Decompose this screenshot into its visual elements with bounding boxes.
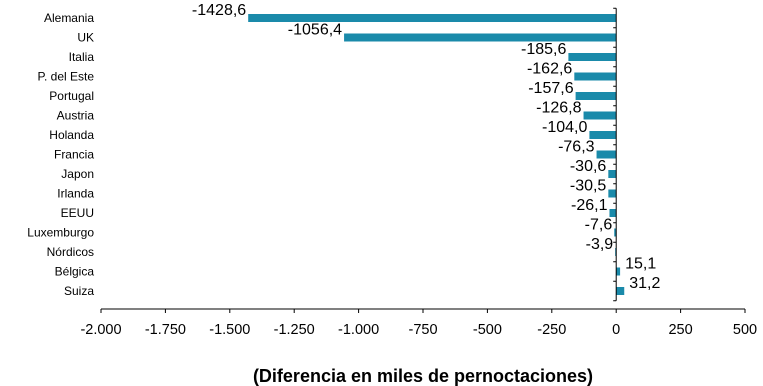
bar: [344, 33, 617, 42]
data-label: 31,2: [629, 275, 660, 292]
x-tick-label: -500: [473, 322, 502, 338]
bar: [568, 53, 617, 61]
bar: [609, 209, 617, 217]
category-label: Francia: [54, 148, 94, 162]
x-tick-label: -1.500: [209, 322, 250, 338]
x-axis-label: (Diferencia en miles de pernoctaciones): [253, 366, 593, 386]
category-label: Suiza: [64, 284, 94, 298]
bar: [614, 228, 617, 237]
data-label: -1056,4: [288, 22, 342, 39]
data-label: -3,9: [586, 236, 614, 253]
data-label: -26,1: [571, 197, 608, 214]
category-label: P. del Este: [38, 70, 95, 84]
category-label: Bélgica: [55, 265, 95, 279]
data-label: 15,1: [625, 256, 656, 273]
bar: [575, 92, 617, 100]
data-label: -1428,6: [192, 2, 246, 19]
bar: [589, 131, 617, 139]
data-label: -157,6: [528, 80, 573, 97]
x-tick-label: -750: [408, 322, 437, 338]
bars-group: [248, 14, 625, 295]
x-tick-label: -1.750: [145, 322, 186, 338]
category-label: Holanda: [49, 128, 94, 142]
data-label: -185,6: [521, 41, 566, 58]
data-label: -126,8: [536, 100, 581, 117]
bar: [583, 111, 617, 120]
x-tick-label: -2.000: [80, 322, 121, 338]
x-tick-label: -1.250: [274, 322, 315, 338]
axes-group: [100, 7, 746, 313]
bar: [608, 170, 617, 178]
data-label: -162,6: [527, 61, 572, 78]
bar: [615, 248, 617, 256]
bar: [248, 14, 617, 22]
labels-group: Alemania -1428,6 UK -1056,4 Italia -185,6 P. d…: [27, 2, 757, 338]
data-label: -30,6: [570, 158, 607, 175]
data-label: -30,5: [570, 178, 607, 195]
category-label: Japon: [61, 167, 94, 181]
category-label: EEUU: [61, 206, 94, 220]
bar: [596, 150, 617, 159]
data-label: -7,6: [585, 217, 613, 234]
bar: [616, 287, 625, 295]
x-tick-label: 500: [733, 322, 757, 338]
category-label: Irlanda: [57, 187, 94, 201]
x-tick-label: -1.000: [338, 322, 379, 338]
data-label: -76,3: [558, 139, 595, 156]
bar: [608, 189, 617, 198]
bar: [616, 267, 621, 276]
category-label: Austria: [57, 109, 95, 123]
bar: [574, 72, 617, 81]
category-label: Luxemburgo: [27, 226, 94, 240]
category-label: Nórdicos: [47, 245, 94, 259]
x-tick-label: 250: [668, 322, 692, 338]
category-label: Italia: [69, 50, 95, 64]
category-label: Alemania: [44, 11, 94, 25]
category-label: Portugal: [49, 89, 94, 103]
x-tick-label: 0: [612, 322, 620, 338]
category-label: UK: [77, 31, 94, 45]
x-tick-label: -250: [537, 322, 566, 338]
data-label: -104,0: [542, 119, 587, 136]
